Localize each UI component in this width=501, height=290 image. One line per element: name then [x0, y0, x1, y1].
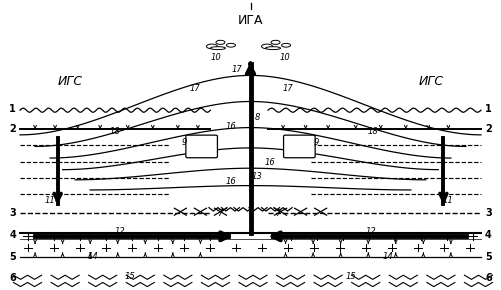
Text: 13: 13: [252, 172, 263, 182]
Text: ИГА: ИГА: [238, 14, 263, 27]
Text: 15: 15: [125, 271, 136, 281]
Text: 10: 10: [211, 53, 222, 63]
Text: 5: 5: [9, 252, 16, 262]
Text: 1: 1: [485, 104, 492, 114]
Ellipse shape: [210, 47, 225, 50]
Ellipse shape: [226, 44, 235, 47]
Text: 7: 7: [276, 209, 281, 218]
FancyBboxPatch shape: [284, 135, 315, 158]
Ellipse shape: [271, 40, 280, 44]
Ellipse shape: [216, 40, 225, 44]
Text: ИГС: ИГС: [418, 75, 443, 88]
Text: 4: 4: [9, 230, 16, 240]
Text: 17: 17: [283, 84, 294, 93]
Text: 5: 5: [485, 252, 492, 262]
Text: 16: 16: [226, 122, 237, 131]
FancyBboxPatch shape: [186, 135, 217, 158]
Ellipse shape: [206, 44, 217, 49]
Text: 2: 2: [485, 124, 492, 134]
Ellipse shape: [266, 47, 281, 50]
Text: 3: 3: [485, 208, 492, 218]
Text: 17: 17: [190, 84, 201, 93]
Text: 2: 2: [9, 124, 16, 134]
Text: 14: 14: [87, 252, 98, 261]
Text: 18: 18: [110, 127, 121, 137]
Text: 10: 10: [279, 53, 290, 63]
Text: 3: 3: [9, 208, 16, 218]
Text: 16: 16: [264, 158, 275, 167]
Text: 9: 9: [182, 138, 187, 147]
Text: 12: 12: [365, 227, 376, 237]
Text: 4: 4: [485, 230, 492, 240]
Text: 14: 14: [383, 252, 394, 261]
Text: 16: 16: [226, 177, 237, 186]
Text: 1: 1: [9, 104, 16, 114]
Text: 6: 6: [485, 273, 492, 283]
Ellipse shape: [282, 44, 291, 47]
Text: 15: 15: [345, 271, 356, 281]
Text: 6: 6: [9, 273, 16, 283]
Text: 12: 12: [115, 227, 126, 237]
Text: 11: 11: [45, 195, 56, 205]
Text: 18: 18: [368, 127, 379, 137]
Text: ИГС: ИГС: [58, 75, 83, 88]
Text: 9: 9: [314, 138, 319, 147]
Text: 7: 7: [217, 209, 222, 218]
Ellipse shape: [262, 44, 273, 49]
Text: 17: 17: [231, 65, 242, 74]
Text: 8: 8: [255, 113, 260, 122]
Text: 11: 11: [443, 195, 454, 205]
